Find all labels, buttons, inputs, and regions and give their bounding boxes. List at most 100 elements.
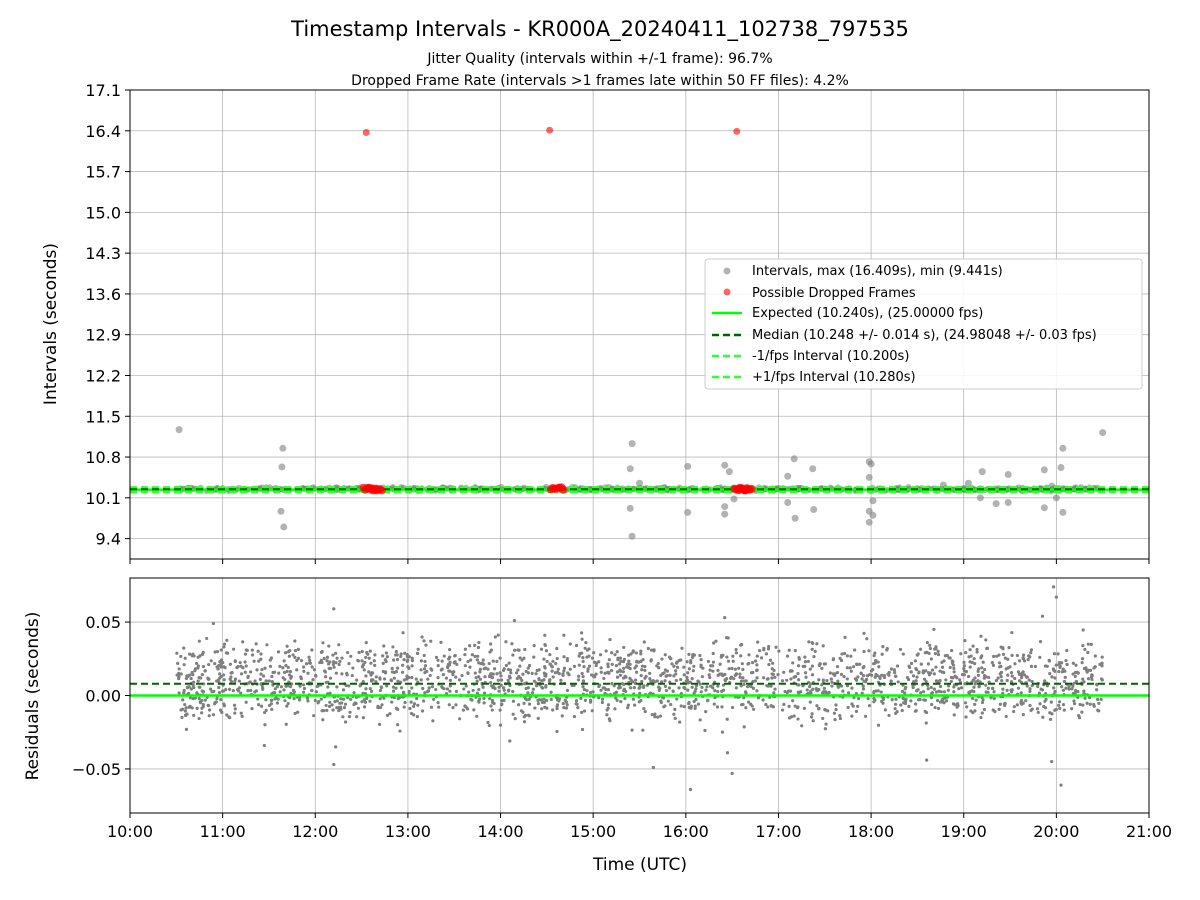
residual-point [293,649,298,653]
residual-point [201,664,205,669]
residual-point [968,665,972,669]
residual-point [821,691,825,695]
residual-point [934,647,938,651]
residual-point [324,703,328,708]
residual-point [1045,684,1049,688]
residual-point [239,711,243,715]
residual-point [551,708,555,712]
residual-point [314,673,318,677]
residual-point [1006,673,1010,677]
residual-point [720,705,724,709]
residual-point [711,669,715,673]
residual-point [423,664,428,668]
residual-point [971,644,975,648]
residual-point [606,703,611,707]
residual-point [463,652,467,657]
residual-point [396,679,400,683]
x-tick-label: 14:00 [477,822,523,841]
x-tick-label: 10:00 [107,822,153,841]
residual-point-outlier [332,607,336,611]
residual-point [531,687,535,691]
residual-point [716,668,720,672]
residual-point [930,691,935,695]
residual-point [1030,679,1034,684]
residual-point [808,700,812,704]
residual-point [338,659,342,664]
residual-point [475,714,479,718]
residual-point [962,666,966,671]
residual-point [607,671,611,675]
residual-point-outlier [725,751,730,755]
residual-point [323,675,328,679]
residual-point [580,710,584,714]
residual-point [838,656,842,660]
residual-point [1098,662,1102,666]
residual-point [1085,701,1089,705]
residual-point [942,690,947,694]
residual-point [610,662,614,666]
residual-point [621,660,626,664]
residual-point [370,671,374,675]
legend: Intervals, max (16.409s), min (9.441s) P… [704,258,1143,390]
residual-point [624,675,628,679]
residual-point [206,703,210,707]
x-tick-label: 11:00 [200,822,246,841]
residual-point [817,678,821,682]
residual-point [1057,703,1061,707]
residual-point [407,689,411,694]
interval-point-outlier [869,511,877,519]
residual-point [241,640,245,644]
residual-point [1013,662,1017,666]
residual-point [545,659,549,664]
residual-point [800,724,804,728]
residual-point [250,648,254,652]
residual-point [817,687,821,692]
residual-point [296,647,300,651]
residual-point [929,657,933,661]
residual-point [874,659,878,663]
residual-point [566,671,570,675]
residual-point [600,697,605,701]
residual-point [281,666,285,670]
residual-point [284,663,288,668]
residual-point [584,641,588,645]
residual-point [914,679,918,683]
residual-point [310,665,314,669]
residual-point [642,640,646,644]
residual-point [799,690,803,694]
residual-point [464,705,468,709]
residual-point [301,690,306,694]
residual-point [197,639,201,643]
intervals-points [175,426,1107,540]
residual-point [658,714,663,718]
residual-point [922,698,926,702]
residual-point [663,653,667,657]
residual-point [823,662,827,666]
residual-point [737,666,741,670]
residual-point [504,663,508,668]
residual-point [708,675,712,680]
residual-point [753,659,758,663]
residual-point [542,697,546,701]
residual-point [293,655,297,659]
residual-point [764,702,768,707]
interval-point-outlier [784,498,792,506]
residual-point [201,705,205,709]
residual-point [813,649,817,654]
residual-point [312,668,317,672]
residual-point [267,703,272,708]
residual-point [425,690,430,694]
residual-point [609,668,614,673]
residual-point [194,661,199,666]
residual-point [732,677,736,681]
residual-point [233,679,237,684]
residual-point [752,707,756,711]
residual-point [839,672,844,676]
residual-point [589,691,593,695]
residual-point [843,635,847,639]
residual-point [977,684,981,688]
residual-point [446,662,451,667]
residual-point [606,662,610,666]
residual-point [901,696,905,700]
residual-point [967,655,971,659]
